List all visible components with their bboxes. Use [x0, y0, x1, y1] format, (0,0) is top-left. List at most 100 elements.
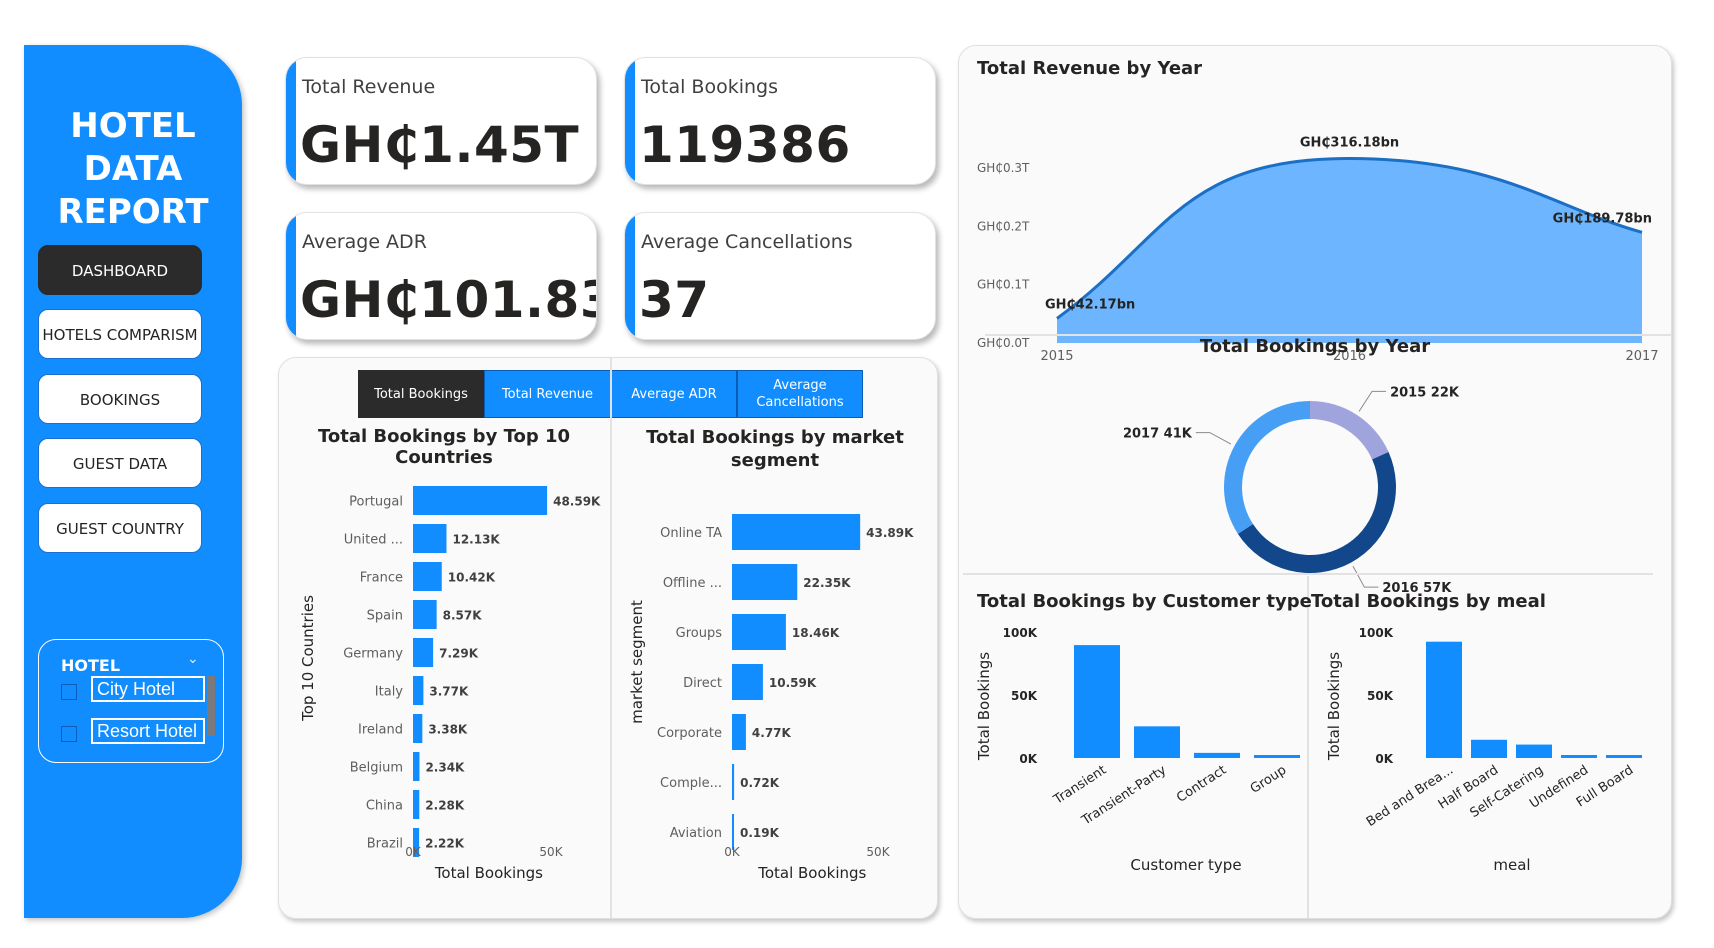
kpi-value: GH₵101.83 [300, 271, 597, 329]
kpi-card-total-bookings: Total Bookings 119386 [624, 57, 936, 185]
y-tick-label: GH₵0.1T [977, 278, 1030, 292]
countries-chart: Portugal 48.59K United ... 12.13K France 10.4… [299, 486, 601, 882]
bar [413, 524, 447, 553]
bar [1194, 752, 1240, 758]
y-tick-label: 0K [1375, 752, 1393, 766]
data-label: 2.22K [425, 837, 465, 851]
slicer-title: HOTEL [61, 656, 121, 675]
card-accent [625, 213, 635, 339]
hotel-slicer: HOTEL ⌄ City Hotel Resort Hotel [38, 639, 224, 763]
bookings-year-donut: 2015 22K 2016 57K 2017 41K [1123, 385, 1460, 596]
separator [963, 573, 1653, 575]
nav-bookings-button[interactable]: BOOKINGS [38, 374, 202, 424]
category-label: Aviation [670, 826, 722, 841]
category-label: Corporate [657, 726, 722, 741]
y-axis-title: market segment [628, 600, 646, 724]
bar [413, 600, 437, 629]
report-title-line1: HOTEL DATA [70, 106, 196, 189]
category-label: France [360, 571, 403, 586]
category-label: Comple... [660, 776, 722, 791]
slicer-scrollbar[interactable] [207, 676, 215, 736]
x-axis-title: Total Bookings [434, 864, 543, 882]
data-label: 7.29K [439, 647, 479, 661]
x-tick-label: 50K [539, 845, 563, 859]
chart-title-revenue-year: Total Revenue by Year [977, 58, 1203, 79]
bar [732, 614, 786, 650]
bar [413, 714, 423, 743]
data-label: 0.19K [740, 826, 780, 840]
slicer-option-city-hotel[interactable]: City Hotel [91, 676, 205, 702]
kpi-card-total-revenue: Total Revenue GH₵1.45T [285, 57, 597, 185]
leader-line [1195, 432, 1232, 445]
kpi-card-average-cancellations: Average Cancellations 37 [624, 212, 936, 340]
category-label: Direct [683, 676, 722, 691]
bar [413, 562, 442, 591]
area-fill [1057, 158, 1642, 343]
category-label: Portugal [349, 495, 403, 510]
checkbox-city-hotel[interactable] [61, 684, 77, 700]
data-label: 2016 57K [1382, 581, 1452, 596]
report-title: HOTEL DATA REPORT [24, 105, 242, 234]
nav-hotels-comparism-button[interactable]: HOTELS COMPARISM [38, 309, 202, 359]
bar [1606, 755, 1642, 758]
yearly-panel: Total Revenue by Year GH₵0.0T GH₵0.1T GH₵0… [958, 45, 1672, 919]
panel-divider [1307, 576, 1309, 918]
x-tick-label: 0K [724, 845, 741, 859]
data-label: GH₵316.18bn [1300, 136, 1399, 151]
data-label: 2015 22K [1390, 385, 1460, 400]
bar [1471, 739, 1507, 758]
x-axis-title: meal [1493, 856, 1530, 874]
chart-title-segments: Total Bookings by market segment [646, 427, 904, 471]
tab-average-cancellations[interactable]: Average Cancellations [737, 370, 863, 418]
nav-guest-country-button[interactable]: GUEST COUNTRY [38, 503, 202, 553]
bar [732, 564, 798, 600]
category-label: Belgium [350, 761, 403, 776]
x-axis-title: Total Bookings [757, 864, 866, 882]
donut-slice [1237, 452, 1396, 574]
slicer-option-resort-hotel[interactable]: Resort Hotel [91, 718, 205, 744]
x-tick-label: 2017 [1625, 349, 1658, 364]
nav-dashboard-button[interactable]: DASHBOARD [38, 245, 202, 295]
y-axis-title: Top 10 Countries [299, 595, 317, 722]
y-tick-label: 0K [1019, 752, 1037, 766]
bar [732, 814, 734, 850]
revenue-year-chart: GH₵0.0T GH₵0.1T GH₵0.2T GH₵0.3T 2015 2016 2017… [977, 136, 1659, 364]
bar [732, 714, 746, 750]
data-label: GH₵189.78bn [1553, 211, 1652, 226]
data-label: 48.59K [553, 495, 601, 509]
bar [1134, 726, 1180, 758]
separator [985, 334, 1671, 336]
tab-total-revenue[interactable]: Total Revenue [484, 370, 611, 418]
data-label: 2017 41K [1123, 427, 1193, 442]
bar [732, 664, 763, 700]
bar [413, 752, 420, 781]
leader-line [1358, 390, 1387, 412]
category-label: Groups [676, 626, 723, 641]
data-label: 10.59K [769, 676, 817, 690]
bar [1074, 645, 1120, 758]
tab-total-bookings[interactable]: Total Bookings [358, 370, 484, 418]
category-label: Italy [375, 685, 404, 700]
bar [1254, 755, 1300, 758]
y-tick-label: 50K [1367, 689, 1394, 703]
tab-average-adr[interactable]: Average ADR [611, 370, 737, 418]
data-label: 0.72K [740, 776, 780, 790]
card-accent [286, 213, 296, 339]
checkbox-resort-hotel[interactable] [61, 726, 77, 742]
y-tick-label: 50K [1011, 689, 1038, 703]
bar [413, 790, 420, 819]
sidebar: HOTEL DATA REPORT DASHBOARD HOTELS COMPA… [24, 45, 242, 918]
data-label: GH₵42.17bn [1045, 297, 1135, 312]
chart-title-countries: Total Bookings by Top 10 Countries [317, 426, 571, 468]
data-label: 3.77K [429, 685, 469, 699]
chevron-down-icon[interactable]: ⌄ [187, 650, 199, 666]
y-tick-label: 100K [1003, 626, 1038, 640]
card-accent [625, 58, 635, 184]
x-tick-label: 2016 [1333, 349, 1366, 364]
nav-guest-data-button[interactable]: GUEST DATA [38, 438, 202, 488]
segments-chart: Online TA 43.89K Offline ... 22.35K Groups 18… [628, 514, 914, 882]
bar [1561, 755, 1597, 758]
category-label: United ... [344, 533, 403, 548]
